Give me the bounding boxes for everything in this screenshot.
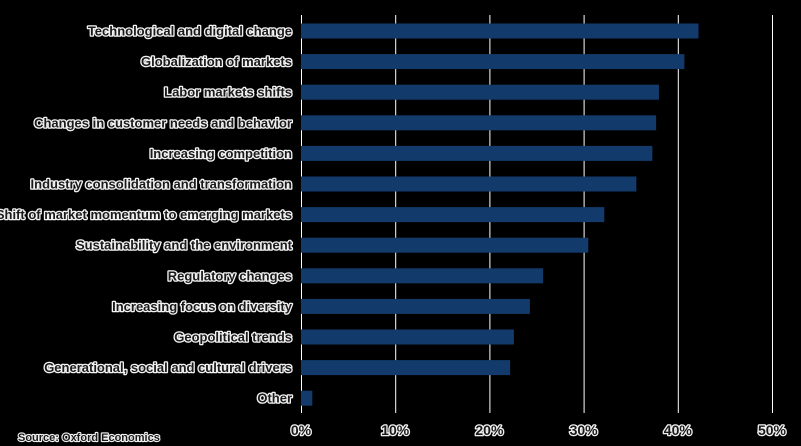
source-note: Source: Oxford Economics	[18, 432, 160, 444]
category-label: Geopolitical trends	[174, 330, 292, 345]
x-tick-label: 20%	[475, 422, 504, 438]
bar	[301, 176, 637, 192]
category-label: Increasing competition	[150, 146, 292, 161]
category-label: Shift of market momentum to emerging mar…	[0, 207, 292, 222]
bar	[301, 390, 313, 406]
x-tick-label: 50%	[758, 422, 787, 438]
category-label: Increasing focus on diversity	[112, 299, 293, 314]
bar	[301, 360, 511, 376]
category-label: Changes in customer needs and behavior	[34, 115, 292, 130]
category-label: Industry consolidation and transformatio…	[31, 177, 293, 192]
bar	[301, 145, 653, 161]
bar	[301, 329, 514, 345]
bar	[301, 237, 589, 253]
category-label: Technological and digital change	[88, 24, 292, 39]
bar	[301, 298, 530, 314]
category-labels: Technological and digital change Globaliz…	[0, 22, 294, 407]
bar	[301, 23, 699, 39]
bar	[301, 115, 657, 131]
x-tick-label: 30%	[570, 422, 599, 438]
category-label: Regulatory changes	[168, 268, 292, 283]
bar	[301, 268, 544, 284]
x-tick-label: 0%	[291, 422, 312, 438]
category-label: Labor markets shifts	[164, 85, 292, 100]
category-label: Generational, social and cultural driver…	[44, 360, 292, 375]
bar	[301, 84, 659, 100]
bar	[301, 207, 605, 223]
category-label: Other	[257, 391, 292, 406]
category-label: Sustainability and the environment	[76, 238, 293, 253]
category-label: Globalization of markets	[141, 54, 292, 69]
x-tick-label: 40%	[664, 422, 693, 438]
bar	[301, 54, 685, 70]
bars	[301, 23, 699, 406]
x-tick-label: 10%	[381, 422, 410, 438]
x-axis-tick-labels: 0% 10% 20% 30% 40% 50%	[290, 421, 788, 440]
